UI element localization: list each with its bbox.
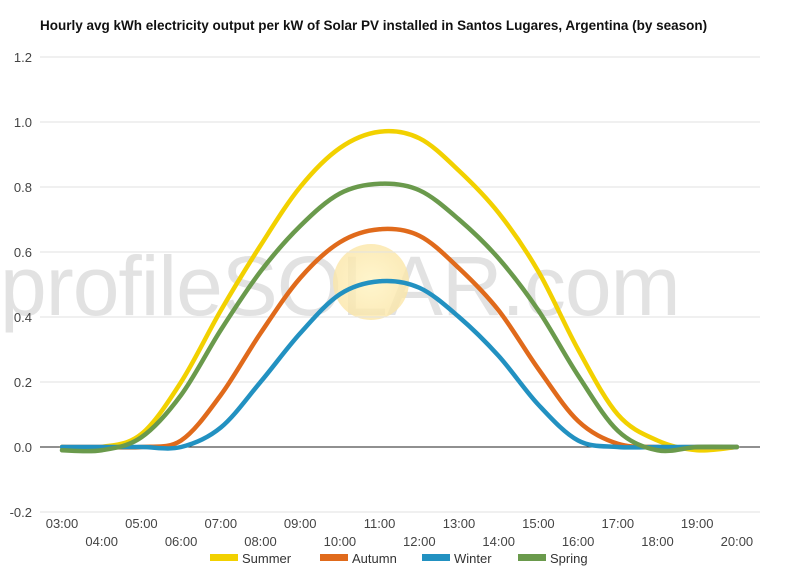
- x-tick-label: 03:00: [46, 516, 79, 531]
- x-tick-label: 08:00: [244, 534, 277, 549]
- legend-label-summer: Summer: [242, 551, 292, 566]
- x-tick-label: 05:00: [125, 516, 158, 531]
- legend-label-spring: Spring: [550, 551, 588, 566]
- grid-lines: [40, 56, 760, 513]
- x-tick-label: 10:00: [324, 534, 357, 549]
- series-lines: [59, 128, 740, 454]
- x-tick-label: 15:00: [522, 516, 555, 531]
- x-tick-label: 09:00: [284, 516, 317, 531]
- series-line-summer: [59, 128, 740, 453]
- legend-label-autumn: Autumn: [352, 551, 397, 566]
- axis-labels: -0.2 0.0 0.2 0.4 0.6 0.8 1.0 1.2 03:00 04:00 05:00…: [10, 50, 754, 549]
- x-tick-label: 17:00: [602, 516, 635, 531]
- x-tick-label: 19:00: [681, 516, 714, 531]
- x-tick-label: 07:00: [205, 516, 238, 531]
- legend: Summer Autumn Winter Spring: [210, 551, 588, 566]
- x-tick-label: 04:00: [85, 534, 118, 549]
- y-tick-label: 0.2: [14, 375, 32, 390]
- legend-swatch-winter: [422, 554, 450, 561]
- x-tick-label: 18:00: [641, 534, 674, 549]
- legend-swatch-summer: [210, 554, 238, 561]
- y-tick-label: 1.2: [14, 50, 32, 65]
- legend-swatch-spring: [518, 554, 546, 561]
- legend-label-winter: Winter: [454, 551, 492, 566]
- x-tick-label: 12:00: [403, 534, 436, 549]
- x-tick-label: 16:00: [562, 534, 595, 549]
- chart-title: Hourly avg kWh electricity output per kW…: [40, 18, 708, 33]
- x-tick-label: 20:00: [721, 534, 754, 549]
- y-tick-label: 0.0: [14, 440, 32, 455]
- x-tick-label: 14:00: [482, 534, 515, 549]
- x-tick-label: 11:00: [364, 516, 396, 531]
- y-tick-label: -0.2: [10, 505, 32, 520]
- series-line-autumn: [59, 226, 740, 450]
- legend-swatch-autumn: [320, 554, 348, 561]
- y-tick-label: 0.4: [14, 310, 32, 325]
- series-line-winter: [59, 278, 740, 451]
- series-line-spring: [59, 181, 740, 454]
- y-tick-label: 0.6: [14, 245, 32, 260]
- x-tick-label: 06:00: [165, 534, 198, 549]
- y-tick-label: 1.0: [14, 115, 32, 130]
- y-tick-label: 0.8: [14, 180, 32, 195]
- x-tick-label: 13:00: [443, 516, 476, 531]
